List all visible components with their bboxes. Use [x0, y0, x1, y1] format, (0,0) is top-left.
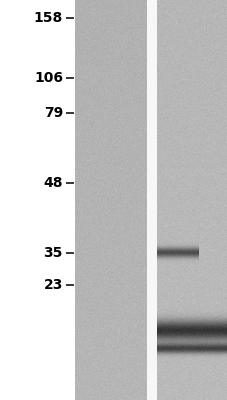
- Text: 158: 158: [34, 11, 63, 25]
- Text: 106: 106: [34, 71, 63, 85]
- Text: 35: 35: [43, 246, 63, 260]
- Text: 23: 23: [43, 278, 63, 292]
- Text: 48: 48: [43, 176, 63, 190]
- Text: 79: 79: [44, 106, 63, 120]
